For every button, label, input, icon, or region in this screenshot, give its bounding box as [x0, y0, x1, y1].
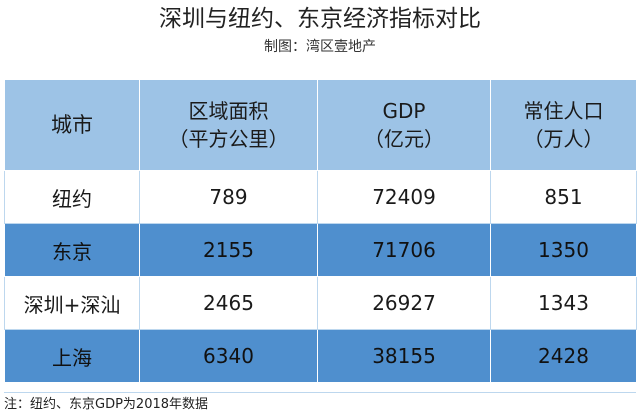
table-header-row: 城市 区域面积 （平方公里） GDP （亿元） 常住人口 （万人）	[4, 79, 637, 171]
header-gdp-unit: （亿元）	[364, 127, 444, 151]
chart-title: 深圳与纽约、东京经济指标对比	[159, 6, 481, 32]
table-row: 东京 2155 71706 1350	[4, 223, 637, 277]
comparison-table: 城市 区域面积 （平方公里） GDP （亿元） 常住人口 （万人） 纽约 789…	[4, 79, 637, 383]
table-row: 上海 6340 38155 2428	[4, 329, 637, 383]
cell-area: 2465	[139, 276, 318, 330]
header-population-unit: （万人）	[523, 127, 604, 151]
header-gdp: GDP （亿元）	[317, 79, 491, 171]
cell-city: 东京	[4, 223, 140, 277]
cell-area: 6340	[139, 329, 318, 383]
header-gdp-label: GDP	[382, 99, 426, 123]
footnote: 注：纽约、东京GDP为2018年数据	[4, 397, 209, 412]
cell-area: 789	[139, 170, 318, 224]
header-population: 常住人口 （万人）	[490, 79, 637, 171]
chart-subtitle: 制图：湾区壹地产	[264, 39, 376, 55]
cell-city: 纽约	[4, 170, 140, 224]
table-row: 深圳+深汕 2465 26927 1343	[4, 276, 637, 330]
cell-population: 851	[490, 170, 637, 224]
cell-gdp: 71706	[317, 223, 491, 277]
cell-population: 1343	[490, 276, 637, 330]
table-bottom-divider	[4, 392, 636, 393]
cell-area: 2155	[139, 223, 318, 277]
cell-gdp: 26927	[317, 276, 491, 330]
header-population-label: 常住人口	[523, 99, 604, 123]
cell-population: 1350	[490, 223, 637, 277]
cell-population: 2428	[490, 329, 637, 383]
cell-city: 深圳+深汕	[4, 276, 140, 330]
cell-gdp: 38155	[317, 329, 491, 383]
table-row: 纽约 789 72409 851	[4, 170, 637, 224]
header-city-label: 城市	[51, 113, 93, 137]
cell-city: 上海	[4, 329, 140, 383]
header-area: 区域面积 （平方公里）	[139, 79, 318, 171]
cell-gdp: 72409	[317, 170, 491, 224]
header-area-unit: （平方公里）	[168, 127, 289, 151]
header-city: 城市	[4, 79, 140, 171]
header-area-label: 区域面积	[188, 99, 269, 123]
